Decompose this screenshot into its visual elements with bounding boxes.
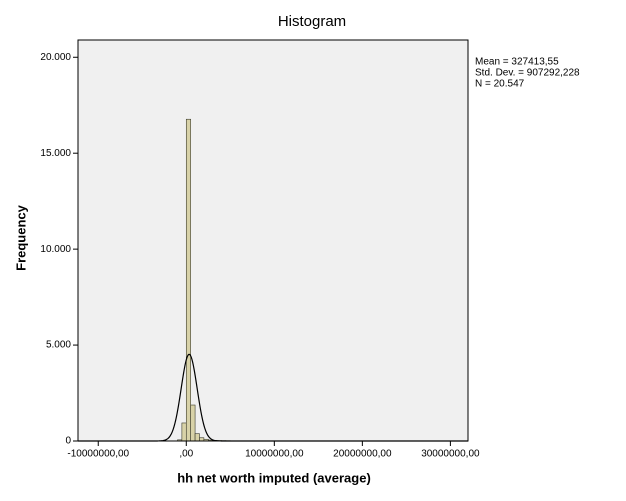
stat-label: N = 20.547 xyxy=(475,79,525,90)
bar xyxy=(181,422,187,442)
y-tick-label: 15.000 xyxy=(40,148,71,159)
plot-area xyxy=(78,40,468,441)
y-axis-title: Frequency xyxy=(13,204,28,271)
x-tick-label: 30000000,00 xyxy=(421,449,480,460)
y-tick-label: 20.000 xyxy=(40,52,71,63)
y-tick-label: 5.000 xyxy=(46,340,71,351)
stat-label: Mean = 327413,55 xyxy=(475,57,559,68)
y-tick-label: 0 xyxy=(65,436,71,447)
stat-label: Std. Dev. = 907292,228 xyxy=(475,68,580,79)
x-tick-label: ,00 xyxy=(179,449,193,460)
plot-frame xyxy=(77,39,469,442)
bar xyxy=(190,404,196,442)
x-tick-label: 10000000,00 xyxy=(245,449,304,460)
bar xyxy=(194,433,200,442)
x-axis-title: hh net worth imputed (average) xyxy=(177,470,371,485)
x-tick-label: -10000000,00 xyxy=(67,449,129,460)
y-tick-label: 10.000 xyxy=(40,244,71,255)
bar xyxy=(185,118,191,442)
x-tick-label: 20000000,00 xyxy=(333,449,392,460)
chart-title: Histogram xyxy=(278,13,346,30)
